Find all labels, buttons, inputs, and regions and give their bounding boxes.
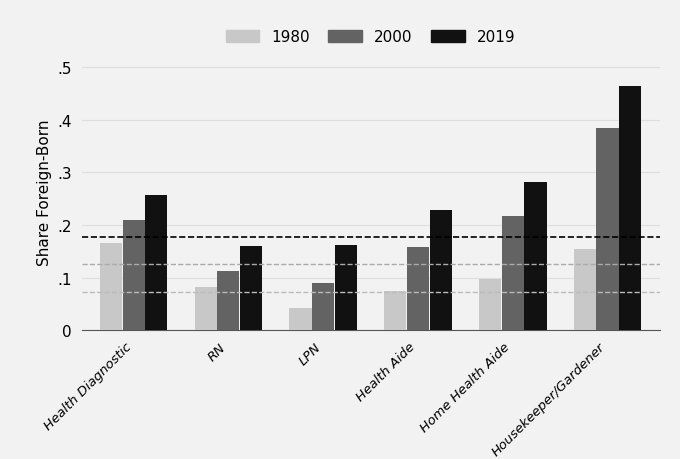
Bar (502, 216, 524, 330)
Bar (218, 271, 239, 330)
Bar (146, 196, 167, 330)
Bar (240, 246, 262, 330)
Bar (619, 87, 641, 330)
Bar (194, 287, 217, 330)
Bar (100, 244, 122, 330)
Legend: 1980, 2000, 2019: 1980, 2000, 2019 (220, 24, 522, 51)
Bar (122, 220, 145, 330)
Bar (290, 308, 311, 330)
Bar (335, 246, 357, 330)
Bar (524, 183, 547, 330)
Y-axis label: Share Foreign-Born: Share Foreign-Born (37, 120, 52, 266)
Bar (479, 280, 501, 330)
Bar (384, 291, 406, 330)
Bar (430, 211, 452, 330)
Bar (407, 247, 429, 330)
Bar (596, 129, 619, 330)
Bar (574, 249, 596, 330)
Bar (312, 283, 335, 330)
